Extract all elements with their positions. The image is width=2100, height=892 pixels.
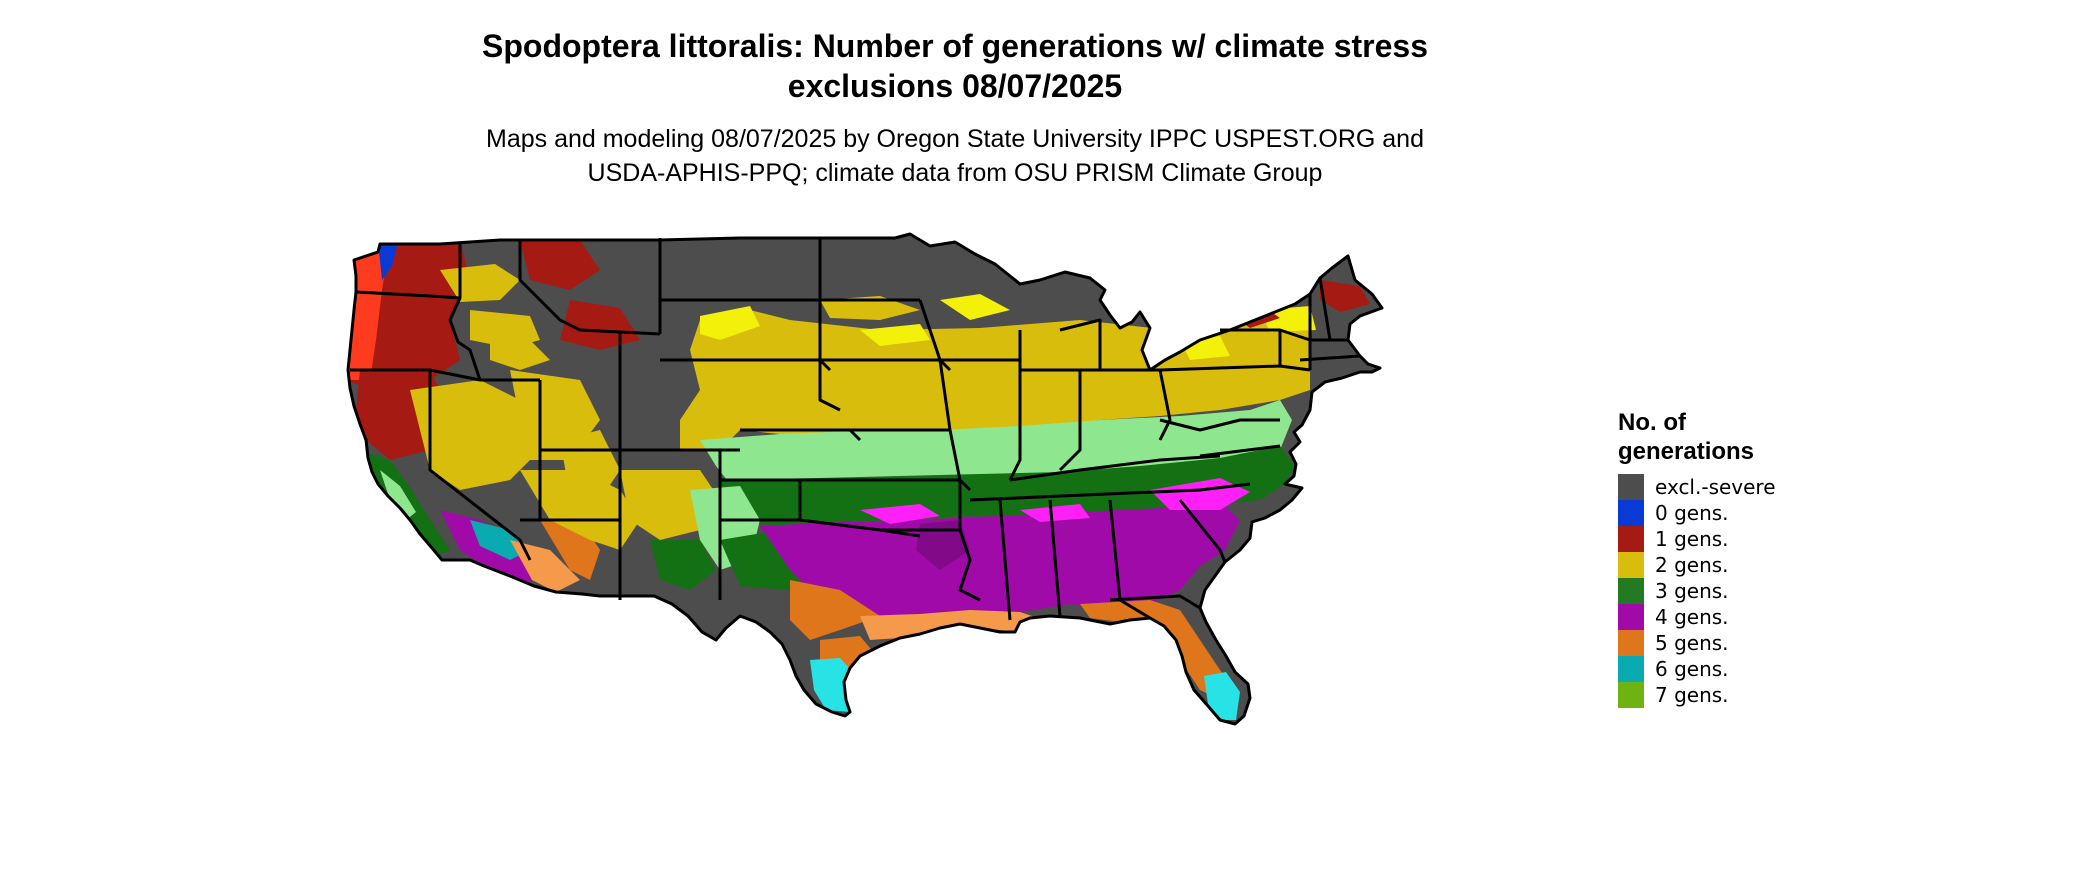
legend-item-6-gens: 6 gens. — [1618, 656, 1858, 682]
legend-title-line-1: No. of — [1618, 409, 1686, 436]
map-subtitle-line-1: Maps and modeling 08/07/2025 by Oregon S… — [486, 125, 1424, 153]
legend-label: excl.-severe — [1655, 475, 1776, 499]
legend-list: excl.-severe 0 gens. 1 gens. 2 gens. 3 g… — [1618, 474, 1858, 708]
legend-label: 7 gens. — [1655, 683, 1729, 707]
legend-swatch — [1618, 656, 1644, 682]
legend-swatch — [1618, 474, 1644, 500]
legend-swatch — [1618, 500, 1644, 526]
map-title-line-1: Spodoptera littoralis: Number of generat… — [482, 28, 1428, 64]
legend-label: 0 gens. — [1655, 501, 1729, 525]
legend-swatch — [1618, 578, 1644, 604]
legend-item-5-gens: 5 gens. — [1618, 630, 1858, 656]
legend-label: 6 gens. — [1655, 657, 1729, 681]
legend-item-2-gens: 2 gens. — [1618, 552, 1858, 578]
legend-item-excl-severe: excl.-severe — [1618, 474, 1858, 500]
legend-swatch — [1618, 526, 1644, 552]
us-generations-map — [346, 232, 1384, 726]
legend-label: 1 gens. — [1655, 527, 1729, 551]
legend-swatch — [1618, 682, 1644, 708]
legend-label: 4 gens. — [1655, 605, 1729, 629]
legend-item-7-gens: 7 gens. — [1618, 682, 1858, 708]
legend-item-1-gens: 1 gens. — [1618, 526, 1858, 552]
legend-item-4-gens: 4 gens. — [1618, 604, 1858, 630]
map-legend: No. of generations excl.-severe 0 gens. … — [1618, 408, 1858, 708]
legend-label: 5 gens. — [1655, 631, 1729, 655]
generation-zones — [348, 234, 1382, 724]
state-borders — [346, 232, 1384, 726]
legend-swatch — [1618, 552, 1644, 578]
legend-label: 2 gens. — [1655, 553, 1729, 577]
map-title-line-2: exclusions 08/07/2025 — [787, 68, 1123, 104]
legend-label: 3 gens. — [1655, 579, 1729, 603]
legend-swatch — [1618, 630, 1644, 656]
legend-title: No. of generations — [1618, 408, 1858, 466]
legend-item-3-gens: 3 gens. — [1618, 578, 1858, 604]
legend-title-line-2: generations — [1618, 438, 1755, 465]
map-subtitle-line-2: USDA-APHIS-PPQ; climate data from OSU PR… — [587, 159, 1323, 187]
legend-item-0-gens: 0 gens. — [1618, 500, 1858, 526]
legend-swatch — [1618, 604, 1644, 630]
